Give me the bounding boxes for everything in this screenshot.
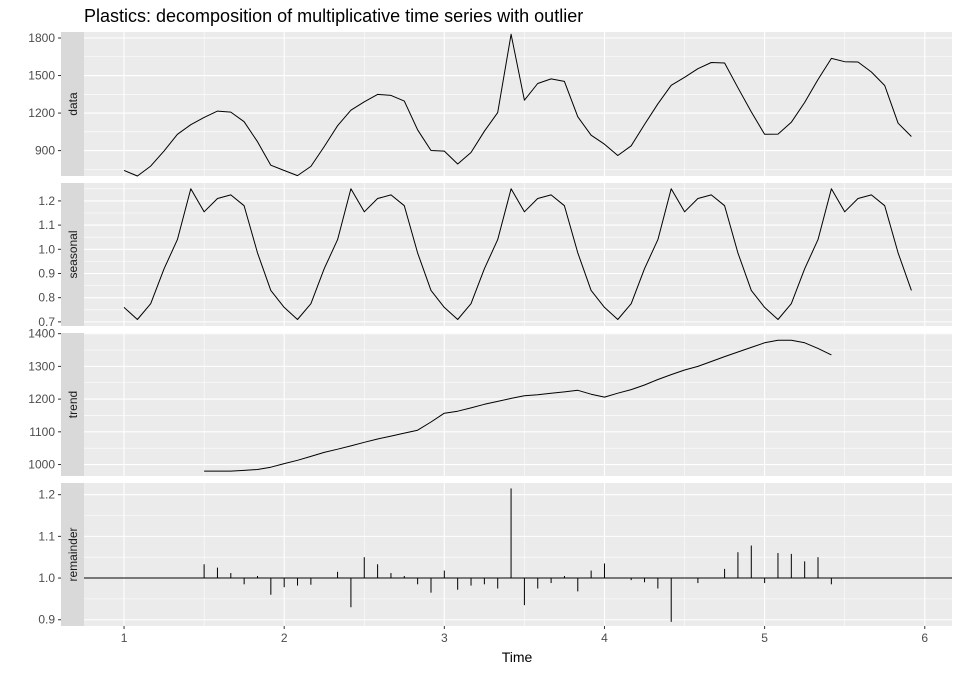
panels: data 900 1200 1500 1800 seasonal 0.7 0.8 0.9 1.0 1… [28,31,952,627]
y-tick-label: 1100 [29,425,55,439]
strip-label-remainder: remainder [66,527,80,581]
y-tick-label: 900 [35,144,55,158]
strip-seasonal [61,183,84,326]
strip-trend [61,333,84,476]
panel-background [84,32,952,176]
y-tick-label: 0.9 [38,613,55,627]
y-tick-label: 1200 [28,106,55,120]
series-line-seasonal [123,188,912,320]
series-line-data [123,33,912,177]
y-tick-label: 1.2 [38,194,55,208]
x-tick-label: 6 [921,631,928,645]
y-tick-label: 1.1 [38,218,55,232]
x-tick-label: 5 [761,631,768,645]
y-tick-label: 1200 [28,392,55,406]
panel-seasonal: seasonal 0.7 0.8 0.9 1.0 1.1 1.2 [38,183,952,329]
y-tick-label: 1400 [28,327,55,341]
y-tick-label: 1800 [28,31,55,45]
strip-remainder [61,483,84,626]
x-tick-label: 1 [121,631,128,645]
strip-label-trend: trend [66,391,80,418]
x-tick-label: 3 [441,631,448,645]
series-line-trend [204,339,832,472]
chart-title: Plastics: decomposition of multiplicativ… [84,6,583,26]
y-tick-label: 1500 [28,69,55,83]
x-axis: 1 2 3 4 5 6 [121,626,928,645]
strip-data [61,32,84,176]
strip-label-seasonal: seasonal [66,230,80,278]
x-tick-label: 4 [601,631,608,645]
panel-background [84,183,952,326]
x-tick-label: 2 [281,631,288,645]
y-tick-label: 1300 [28,359,55,373]
y-tick-label: 1000 [28,458,55,472]
y-tick-label: 0.9 [38,266,55,280]
panel-background [84,333,952,476]
panel-background [84,483,952,626]
y-tick-label: 1.1 [38,529,55,543]
panel-remainder: remainder 0.9 1.0 1.1 1.2 [38,483,952,627]
y-tick-label: 0.8 [38,291,55,305]
panel-data: data 900 1200 1500 1800 [28,31,952,177]
x-axis-title: Time [502,649,533,665]
y-tick-label: 1.0 [38,571,55,585]
strip-label-data: data [66,92,80,116]
y-tick-label: 1.0 [38,242,55,256]
y-tick-label: 0.7 [38,315,55,329]
panel-trend: trend 1000 1100 1200 1300 1400 [28,327,952,476]
y-tick-label: 1.2 [38,488,55,502]
